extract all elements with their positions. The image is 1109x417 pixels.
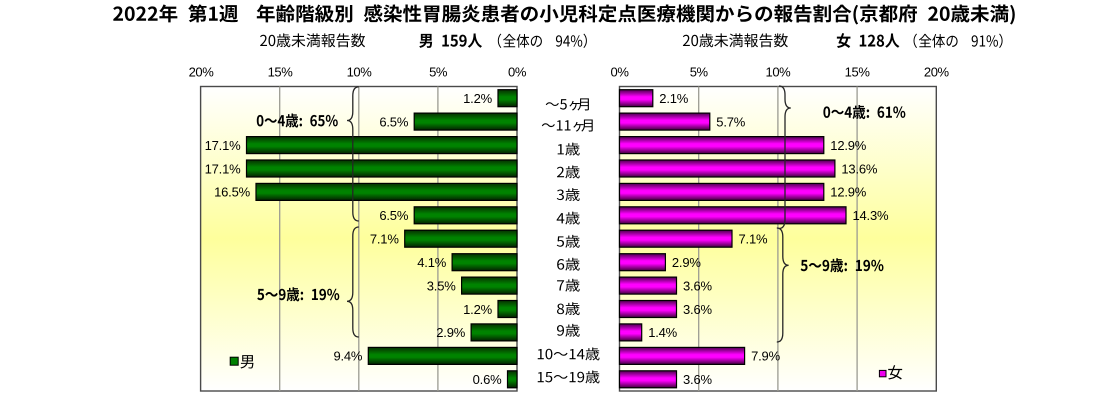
svg-text:20%: 20% — [189, 64, 215, 79]
svg-text:1.2%: 1.2% — [463, 302, 492, 317]
svg-text:2.9%: 2.9% — [436, 325, 465, 340]
svg-text:6.5%: 6.5% — [379, 208, 408, 223]
svg-text:7.1%: 7.1% — [370, 232, 399, 247]
svg-text:0.6%: 0.6% — [473, 372, 502, 387]
svg-text:0%: 0% — [611, 64, 630, 79]
svg-text:4.1%: 4.1% — [417, 255, 446, 270]
svg-text:7.9%: 7.9% — [751, 349, 780, 364]
svg-text:15%: 15% — [268, 64, 294, 79]
svg-text:17.1%: 17.1% — [205, 138, 242, 153]
svg-text:17.1%: 17.1% — [205, 161, 242, 176]
svg-text:1.2%: 1.2% — [463, 91, 492, 106]
svg-text:3.6%: 3.6% — [683, 278, 712, 293]
svg-text:9.4%: 9.4% — [333, 349, 362, 364]
svg-text:16.5%: 16.5% — [214, 185, 251, 200]
svg-text:6.5%: 6.5% — [379, 114, 408, 129]
svg-text:10%: 10% — [765, 64, 791, 79]
svg-text:5%: 5% — [429, 64, 448, 79]
svg-text:14.3%: 14.3% — [853, 208, 890, 223]
svg-text:7.1%: 7.1% — [739, 232, 768, 247]
svg-text:1.4%: 1.4% — [648, 325, 677, 340]
svg-text:10%: 10% — [347, 64, 373, 79]
svg-text:3.6%: 3.6% — [683, 372, 712, 387]
svg-text:12.9%: 12.9% — [830, 138, 867, 153]
svg-text:0%: 0% — [508, 64, 527, 79]
svg-text:3.6%: 3.6% — [683, 302, 712, 317]
svg-text:2.1%: 2.1% — [659, 91, 688, 106]
svg-text:13.6%: 13.6% — [841, 161, 878, 176]
svg-text:20%: 20% — [924, 64, 950, 79]
svg-text:2.9%: 2.9% — [672, 255, 701, 270]
svg-text:15%: 15% — [845, 64, 871, 79]
svg-text:3.5%: 3.5% — [427, 278, 456, 293]
svg-text:5%: 5% — [690, 64, 709, 79]
svg-text:5.7%: 5.7% — [716, 114, 745, 129]
svg-text:12.9%: 12.9% — [830, 185, 867, 200]
